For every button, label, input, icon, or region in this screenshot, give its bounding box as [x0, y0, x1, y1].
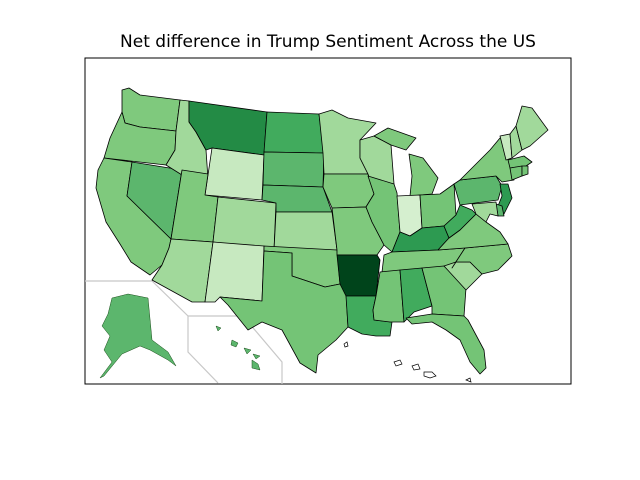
state-MA[interactable] — [507, 155, 533, 169]
state-MD[interactable] — [471, 201, 499, 223]
state-TX[interactable] — [219, 250, 349, 374]
state-AK[interactable] — [99, 293, 177, 379]
caribbean-islands — [343, 341, 472, 383]
state-ME[interactable] — [515, 105, 549, 151]
state-CO[interactable] — [212, 196, 277, 251]
state-KS[interactable] — [273, 211, 338, 251]
map-title: Net difference in Trump Sentiment Across… — [120, 32, 536, 52]
state-NM[interactable] — [204, 241, 265, 303]
state-PA[interactable] — [453, 175, 503, 206]
state-WY[interactable] — [204, 147, 265, 201]
state-AR[interactable] — [336, 254, 381, 297]
state-IA[interactable] — [322, 173, 375, 209]
state-SD[interactable] — [262, 151, 325, 188]
state-FL[interactable] — [405, 313, 487, 375]
inset-border-line-2 — [188, 315, 283, 384]
state-HI[interactable] — [215, 325, 261, 371]
state-IN[interactable] — [396, 194, 423, 237]
state-ND[interactable] — [263, 111, 325, 154]
state-IL[interactable] — [365, 175, 401, 253]
state-WV[interactable] — [443, 204, 477, 239]
state-RI[interactable] — [521, 165, 529, 177]
